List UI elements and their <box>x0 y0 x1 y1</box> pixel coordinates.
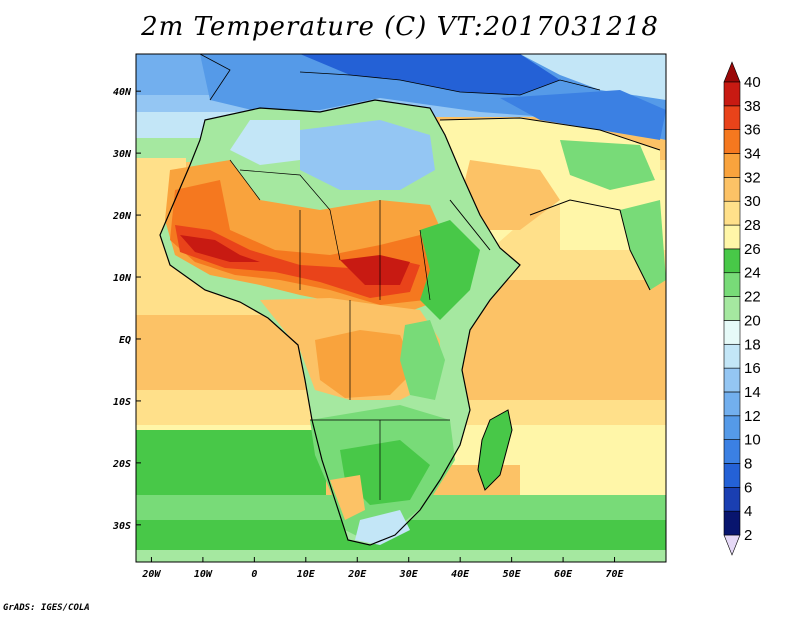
y-tick-label: EQ <box>119 335 131 346</box>
colorbar-label: 38 <box>744 98 761 115</box>
colorbar-label: 14 <box>744 384 761 401</box>
colorbar-label: 20 <box>744 312 761 329</box>
colorbar-label: 24 <box>744 265 761 282</box>
y-tick-label: 40N <box>113 87 132 98</box>
grads-credit: GrADS: IGES/COLA <box>3 603 90 613</box>
x-tick-label: 40E <box>451 569 470 580</box>
colorbar-label: 40 <box>744 74 761 91</box>
colorbar-label: 30 <box>744 193 761 210</box>
colorbar-label: 6 <box>744 479 752 496</box>
x-tick-label: 20W <box>141 569 161 580</box>
colorbar-max-arrow <box>724 62 740 82</box>
temperature-field <box>136 54 666 562</box>
colorbar-label: 8 <box>744 455 752 472</box>
x-tick-label: 0 <box>251 569 257 580</box>
colorbar-swatch <box>724 392 740 416</box>
y-tick-label: 20N <box>112 211 132 222</box>
x-tick-label: 10W <box>194 569 213 580</box>
colorbar-swatch <box>724 82 740 106</box>
y-tick-label: 30S <box>112 521 131 532</box>
colorbar-label: 12 <box>744 408 761 425</box>
colorbar-label: 32 <box>744 169 761 186</box>
colorbar-label: 36 <box>744 122 761 139</box>
y-tick-label: 10N <box>113 273 132 284</box>
colorbar-swatch <box>724 344 740 368</box>
x-tick-label: 10E <box>297 569 316 580</box>
colorbar-swatch <box>724 154 740 178</box>
x-tick-label: 70E <box>606 569 625 580</box>
colorbar-swatch <box>724 201 740 225</box>
colorbar-label: 2 <box>744 527 752 544</box>
colorbar-swatch <box>724 273 740 297</box>
colorbar-swatch <box>724 463 740 487</box>
colorbar-swatch <box>724 320 740 344</box>
colorbar-swatch <box>724 368 740 392</box>
colorbar-swatch <box>724 249 740 273</box>
colorbar-min-arrow <box>724 535 740 555</box>
colorbar-label: 26 <box>744 241 761 258</box>
colorbar-swatch <box>724 511 740 535</box>
colorbar-label: 34 <box>744 146 761 163</box>
y-tick-label: 30N <box>112 149 132 160</box>
colorbar-swatch <box>724 225 740 249</box>
colorbar-label: 10 <box>744 432 761 449</box>
colorbar-label: 28 <box>744 217 761 234</box>
y-tick-label: 10S <box>113 397 131 408</box>
x-tick-label: 50E <box>503 569 522 580</box>
colorbar-swatch <box>724 106 740 130</box>
colorbar-label: 22 <box>744 289 761 306</box>
x-tick-label: 30E <box>399 569 419 580</box>
colorbar-label: 4 <box>744 503 752 520</box>
y-tick-label: 20S <box>112 459 131 470</box>
x-tick-label: 20E <box>347 569 367 580</box>
colorbar-swatch <box>724 177 740 201</box>
x-tick-label: 60E <box>554 569 573 580</box>
colorbar-swatch <box>724 130 740 154</box>
colorbar-swatch <box>724 416 740 440</box>
colorbar-swatch <box>724 297 740 321</box>
colorbar-swatch <box>724 487 740 511</box>
colorbar-swatch <box>724 440 740 464</box>
colorbar-label: 18 <box>744 336 761 353</box>
colorbar-label: 16 <box>744 360 761 377</box>
